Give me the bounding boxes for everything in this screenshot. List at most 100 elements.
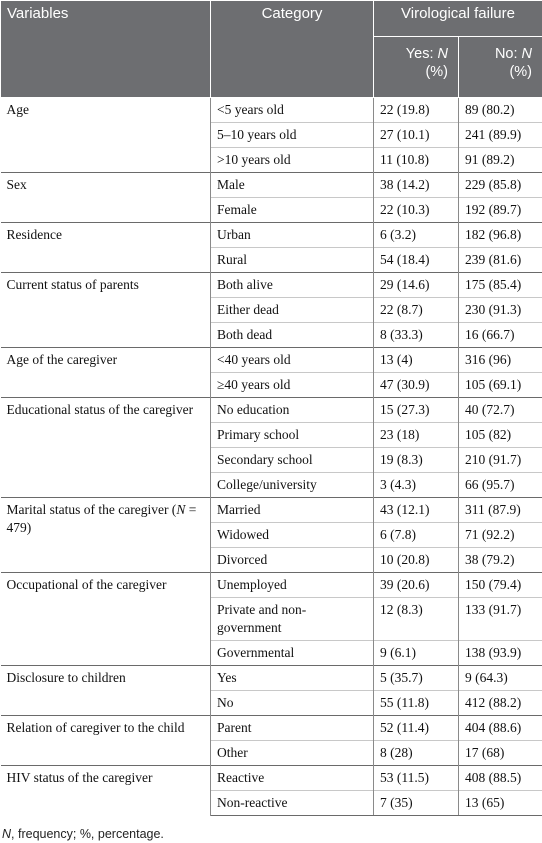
variable-cell: Current status of parents [0, 272, 211, 348]
table-row: Either dead 22 (8.7) 230 (91.3) [1, 297, 542, 323]
value-cell: 13 (4) [373, 347, 459, 373]
table-row: Residence Urban 6 (3.2) 182 (96.8) [0, 222, 542, 273]
value-cell: 22 (8.7) [373, 297, 459, 323]
value-cell: 52 (11.4) [373, 715, 459, 741]
variable-cell: Relation of caregiver to the child [0, 715, 211, 766]
table-row: Primary school 23 (18) 105 (82) [1, 422, 542, 448]
value-cell: 16 (66.7) [457, 322, 542, 348]
value-cell: 12 (8.3) [373, 597, 459, 641]
table-row: Widowed 6 (7.8) 71 (92.2) [1, 522, 542, 548]
table-row: Non-reactive 7 (35) 13 (65) [1, 790, 542, 816]
table-body: Age <5 years old 22 (19.8) 89 (80.2) 5–10 ye… [0, 97, 542, 816]
value-cell: 89 (80.2) [457, 97, 542, 123]
text: Yes: [405, 46, 438, 62]
value-cell: 91 (89.2) [457, 147, 542, 173]
category-cell: <5 years old [210, 97, 374, 123]
category-cell: Both dead [210, 322, 374, 348]
text: No: [494, 46, 522, 62]
value-cell: 71 (92.2) [457, 522, 542, 548]
text: N [437, 46, 448, 62]
text: Residence [6, 227, 62, 242]
value-cell: 29 (14.6) [373, 272, 459, 298]
category-cell: Reactive [210, 765, 374, 791]
text: (%) [509, 64, 533, 80]
header-cell: No: N (%) [457, 36, 542, 98]
category-cell: Rural [210, 247, 374, 273]
table-row: ≥40 years old 47 (30.9) 105 (69.1) [1, 372, 542, 398]
variable-cell: Disclosure to children [0, 665, 211, 716]
category-cell: <40 years old [210, 347, 374, 373]
value-cell: 192 (89.7) [457, 197, 542, 223]
value-cell: 5 (35.7) [373, 665, 459, 691]
table-row: Governmental 9 (6.1) 138 (93.9) [1, 640, 542, 666]
table: Variables Category Virological failure Y… [0, 0, 542, 816]
text: HIV status of the caregiver [6, 770, 153, 785]
value-cell: 316 (96) [457, 347, 542, 373]
value-cell: 404 (88.6) [457, 715, 542, 741]
value-cell: 11 (10.8) [373, 147, 459, 173]
text: Marital status of the caregiver ( [6, 502, 177, 517]
table-row: Both dead 8 (33.3) 16 (66.7) [1, 322, 542, 348]
category-cell: Either dead [210, 297, 374, 323]
category-cell: Yes [210, 665, 374, 691]
value-cell: 55 (11.8) [373, 690, 459, 716]
category-cell: Primary school [210, 422, 374, 448]
category-cell: >10 years old [210, 147, 374, 173]
table-row: Age <5 years old 22 (19.8) 89 (80.2) [0, 97, 542, 173]
table-row: 5–10 years old 27 (10.1) 241 (89.9) [1, 122, 542, 148]
header-cell: Yes: N (%) [373, 36, 459, 98]
value-cell: 43 (12.1) [373, 497, 459, 523]
category-cell: Other [210, 740, 374, 766]
value-cell: 15 (27.3) [373, 397, 459, 423]
category-cell: Private and non-government [210, 597, 374, 641]
value-cell: 17 (68) [457, 740, 542, 766]
variable-cell: Marital status of the caregiver (N = 479… [0, 497, 211, 573]
value-cell: 40 (72.7) [457, 397, 542, 423]
value-cell: 6 (7.8) [373, 522, 459, 548]
variable-cell: Occupational of the caregiver [0, 572, 211, 666]
category-cell: Divorced [210, 547, 374, 573]
text: Age [6, 102, 30, 117]
text: N [521, 46, 533, 62]
category-cell: Governmental [210, 640, 374, 666]
value-cell: 105 (69.1) [457, 372, 542, 398]
category-cell: Non-reactive [210, 790, 374, 816]
value-cell: 311 (87.9) [457, 497, 542, 523]
table-row: Divorced 10 (20.8) 38 (79.2) [1, 547, 542, 573]
text: = 479) [6, 502, 197, 535]
value-cell: 229 (85.8) [457, 172, 542, 198]
table-row: Rural 54 (18.4) 239 (81.6) [1, 247, 542, 273]
text: Occupational of the caregiver [6, 577, 167, 592]
value-cell: 138 (93.9) [457, 640, 542, 666]
category-cell: Both alive [210, 272, 374, 298]
variable-cell: Age [0, 97, 211, 173]
table-row: No 55 (11.8) 412 (88.2) [1, 690, 542, 716]
table-row: Occupational of the caregiver Unemployed 3… [0, 572, 542, 666]
category-cell: Married [210, 497, 374, 523]
value-cell: 23 (18) [373, 422, 459, 448]
variable-cell: Sex [0, 172, 211, 223]
variable-cell: Educational status of the caregiver [0, 397, 211, 498]
header-cell: Variables [0, 0, 211, 98]
text: N [2, 827, 12, 841]
category-cell: 5–10 years old [210, 122, 374, 148]
variable-cell: Residence [0, 222, 211, 273]
value-cell: 47 (30.9) [373, 372, 459, 398]
table-row: Educational status of the caregiver No ed… [0, 397, 542, 498]
header-cell: Virological failure [372, 0, 542, 37]
value-cell: 54 (18.4) [373, 247, 459, 273]
table-row: Disclosure to children Yes 5 (35.7) 9 (64.3… [0, 665, 542, 716]
value-cell: 53 (11.5) [373, 765, 459, 791]
table-row: Relation of caregiver to the child Parent… [0, 715, 542, 766]
value-cell: 105 (82) [457, 422, 542, 448]
value-cell: 412 (88.2) [457, 690, 542, 716]
category-cell: Female [210, 197, 374, 223]
value-cell: 6 (3.2) [373, 222, 459, 248]
value-cell: 182 (96.8) [457, 222, 542, 248]
table-row: College/university 3 (4.3) 66 (95.7) [1, 472, 542, 498]
text: Disclosure to children [6, 670, 126, 685]
value-cell: 19 (8.3) [373, 447, 459, 473]
variable-cell: HIV status of the caregiver [0, 765, 211, 816]
value-cell: 39 (20.6) [373, 572, 459, 598]
